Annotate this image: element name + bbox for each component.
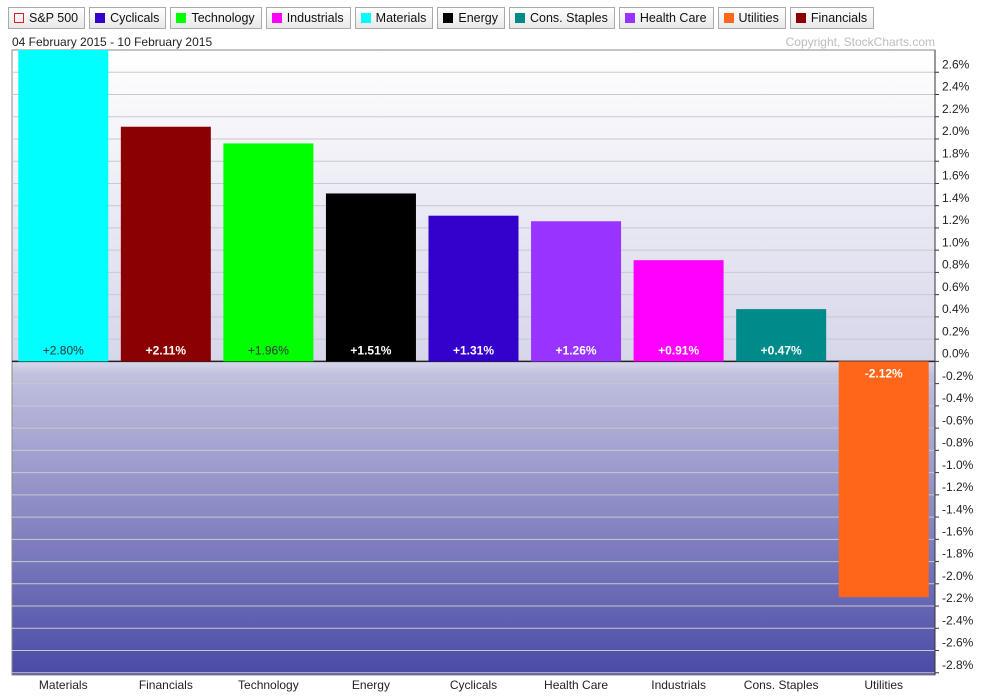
legend-label: Technology <box>191 11 255 25</box>
y-tick-label: -1.8% <box>942 547 974 561</box>
y-tick-label: -0.8% <box>942 436 974 450</box>
value-label: +2.11% <box>146 344 187 358</box>
bar <box>325 193 416 362</box>
legend-item[interactable]: S&P 500 <box>8 7 86 29</box>
legend-swatch <box>624 13 635 23</box>
bar <box>223 143 314 362</box>
value-label: +1.51% <box>350 344 391 358</box>
x-tick-label: Industrials <box>651 678 706 692</box>
bar <box>838 361 929 598</box>
y-tick-label: 0.4% <box>942 302 970 316</box>
value-label: +0.91% <box>658 344 699 358</box>
legend-swatch <box>95 13 106 23</box>
y-tick-label: 0.2% <box>942 324 970 338</box>
legend: S&P 500 Cyclicals Technology Industrials Mat… <box>8 7 875 29</box>
legend-label: Materials <box>375 11 427 25</box>
bar <box>531 221 622 362</box>
legend-swatch <box>176 13 187 23</box>
y-tick-label: -1.2% <box>942 480 974 494</box>
legend-label: Cons. Staples <box>530 11 608 25</box>
x-tick-label: Technology <box>238 678 299 692</box>
y-tick-label: 1.4% <box>942 191 970 205</box>
y-tick-label: -0.6% <box>942 413 974 427</box>
value-label: +0.47% <box>761 344 802 358</box>
bar <box>18 50 109 362</box>
value-label: +1.96% <box>248 344 289 358</box>
y-tick-label: 1.8% <box>942 146 970 160</box>
y-tick-label: -0.4% <box>942 391 974 405</box>
y-tick-label: 2.4% <box>942 80 970 94</box>
legend-label: Energy <box>458 11 498 25</box>
legend-swatch <box>271 13 282 23</box>
y-tick-label: -2.8% <box>942 658 974 672</box>
legend-item[interactable]: Utilities <box>717 7 786 29</box>
x-tick-label: Cons. Staples <box>744 678 819 692</box>
x-tick-label: Energy <box>352 678 390 692</box>
y-tick-label: 1.2% <box>942 213 970 227</box>
bar <box>736 309 827 362</box>
y-tick-label: 1.0% <box>942 235 970 249</box>
value-label: +1.31% <box>453 344 494 358</box>
bar <box>120 126 211 362</box>
x-tick-label: Cyclicals <box>450 678 497 692</box>
value-label: +2.80% <box>43 344 84 358</box>
legend-label: Health Care <box>639 11 707 25</box>
y-tick-label: -1.6% <box>942 524 974 538</box>
legend-label: S&P 500 <box>29 11 79 25</box>
legend-item[interactable]: Cons. Staples <box>509 7 615 29</box>
y-tick-label: -2.2% <box>942 591 974 605</box>
legend-swatch <box>795 13 806 23</box>
y-tick-label: 2.2% <box>942 102 970 116</box>
legend-item[interactable]: Financials <box>789 7 875 29</box>
legend-label: Utilities <box>738 11 779 25</box>
legend-swatch <box>443 13 454 23</box>
y-tick-label: 0.8% <box>942 258 970 272</box>
bar <box>633 260 724 362</box>
legend-swatch <box>515 13 525 23</box>
subtitle: 04 February 2015 - 10 February 2015 <box>12 35 212 49</box>
y-tick-label: 0.0% <box>942 347 970 361</box>
y-tick-label: -2.6% <box>942 636 974 650</box>
y-tick-label: 1.6% <box>942 169 970 183</box>
bar <box>428 215 519 362</box>
legend-label: Financials <box>810 11 868 25</box>
y-tick-label: 0.6% <box>942 280 970 294</box>
y-tick-label: -1.4% <box>942 502 974 516</box>
x-tick-label: Utilities <box>864 678 903 692</box>
y-tick-label: -2.0% <box>942 569 974 583</box>
legend-label: Cyclicals <box>110 11 160 25</box>
value-label: -2.12% <box>865 367 903 381</box>
legend-item[interactable]: Health Care <box>618 7 714 29</box>
legend-item[interactable]: Cyclicals <box>89 7 167 29</box>
legend-item[interactable]: Energy <box>437 7 505 29</box>
y-tick-label: -2.4% <box>942 613 974 627</box>
x-tick-label: Financials <box>139 678 193 692</box>
y-tick-label: 2.6% <box>942 57 970 71</box>
copyright: Copyright, StockCharts.com <box>786 35 935 49</box>
legend-swatch <box>723 13 734 23</box>
value-label: +1.26% <box>556 344 597 358</box>
legend-swatch <box>14 13 24 23</box>
y-tick-label: 2.0% <box>942 124 970 138</box>
legend-label: Industrials <box>286 11 344 25</box>
legend-item[interactable]: Industrials <box>265 7 351 29</box>
legend-swatch <box>360 13 371 23</box>
legend-item[interactable]: Materials <box>354 7 434 29</box>
y-tick-label: -1.0% <box>942 458 974 472</box>
x-tick-label: Health Care <box>544 678 608 692</box>
y-tick-label: -0.2% <box>942 369 974 383</box>
x-tick-label: Materials <box>39 678 88 692</box>
legend-item[interactable]: Technology <box>170 7 262 29</box>
